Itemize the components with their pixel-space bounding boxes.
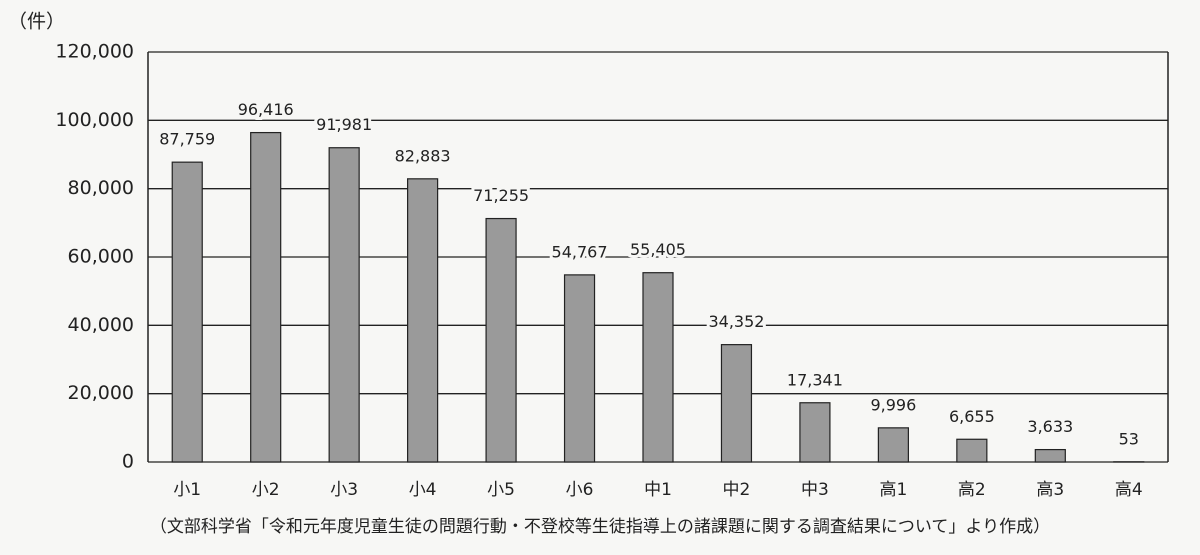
value-label: 71,255 xyxy=(473,186,529,205)
value-label: 17,341 xyxy=(787,370,843,389)
y-tick-label: 20,000 xyxy=(68,382,134,404)
bar xyxy=(1034,448,1066,463)
value-label: 3,633 xyxy=(1027,417,1073,436)
x-tick-label: 小4 xyxy=(409,480,437,500)
unit-label: （件） xyxy=(8,11,65,33)
bar xyxy=(877,427,909,463)
value-label: 96,416 xyxy=(238,100,294,119)
bar xyxy=(250,131,282,463)
y-tick-label: 0 xyxy=(122,451,134,473)
value-label: 9,996 xyxy=(870,395,916,414)
x-tick-label: 中2 xyxy=(723,480,751,500)
y-tick-label: 120,000 xyxy=(55,41,134,63)
y-tick-label: 40,000 xyxy=(68,314,134,336)
x-tick-label: 小3 xyxy=(330,480,358,500)
value-label: 82,883 xyxy=(395,146,451,165)
y-tick-label: 80,000 xyxy=(68,177,134,199)
bar xyxy=(799,402,831,463)
x-tick-label: 高3 xyxy=(1036,480,1064,500)
x-tick-label: 小2 xyxy=(252,480,280,500)
x-tick-label: 小5 xyxy=(487,480,515,500)
x-tick-label: 高1 xyxy=(879,480,907,500)
value-label: 55,405 xyxy=(630,240,686,259)
bar xyxy=(407,178,439,463)
bar xyxy=(642,272,674,463)
x-tick-label: 高4 xyxy=(1115,480,1143,500)
y-tick-label: 100,000 xyxy=(55,109,134,131)
bar xyxy=(720,344,753,463)
x-tick-label: 小6 xyxy=(566,480,594,500)
value-label: 6,655 xyxy=(949,407,995,426)
y-tick-label: 60,000 xyxy=(68,246,134,268)
x-tick-label: 小1 xyxy=(173,480,201,500)
bar xyxy=(485,217,517,463)
source-note: （文部科学省「令和元年度児童生徒の問題行動・不登校等生徒指導上の諸課題に関する調… xyxy=(150,517,1050,537)
bar xyxy=(563,274,596,463)
x-tick-label: 中3 xyxy=(801,480,829,500)
x-tick-label: 高2 xyxy=(958,480,986,500)
value-label: 54,767 xyxy=(552,242,608,261)
x-tick-label: 中1 xyxy=(644,480,672,500)
value-label: 91,981 xyxy=(316,115,372,134)
bar xyxy=(328,147,360,463)
bar xyxy=(171,161,203,463)
value-label: 87,759 xyxy=(159,130,215,149)
value-label: 53 xyxy=(1119,429,1139,448)
value-label: 34,352 xyxy=(708,312,764,331)
bar xyxy=(956,438,988,463)
